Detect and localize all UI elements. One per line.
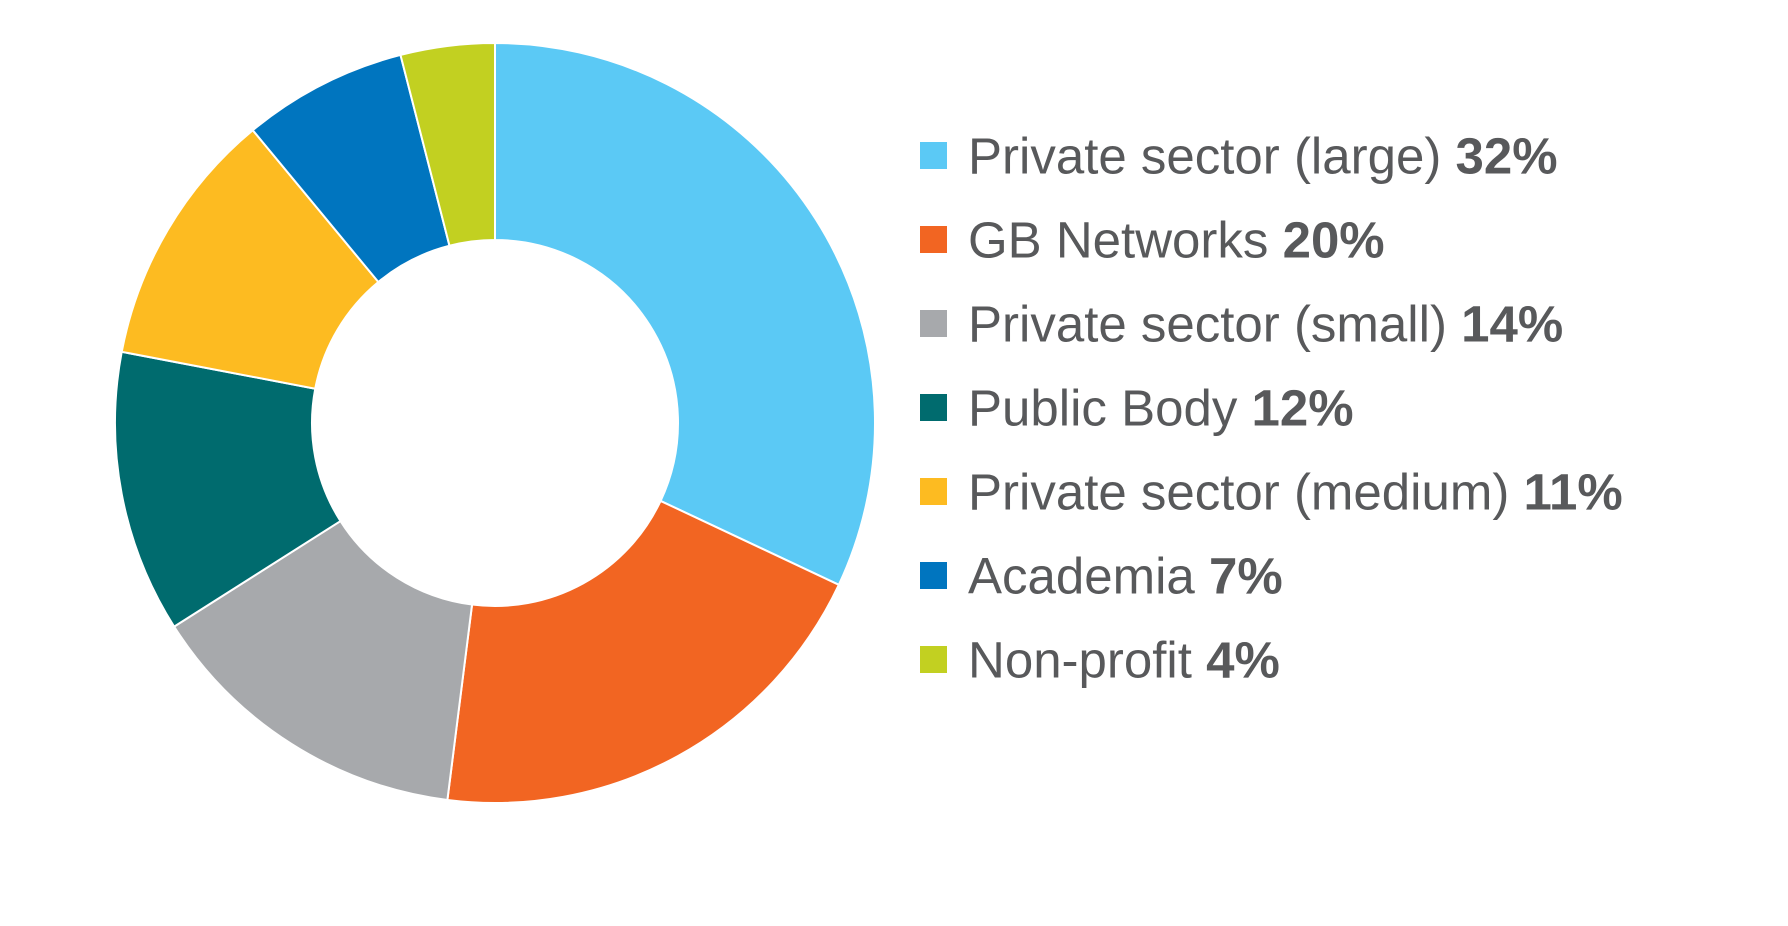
chart-legend: Private sector (large) 32% GB Networks 20… — [920, 127, 1623, 688]
legend-swatch — [920, 226, 947, 253]
slice-private-sector-small — [172, 519, 474, 802]
legend-value: 11% — [1523, 463, 1622, 520]
legend-value: 4% — [1206, 631, 1280, 688]
legend-category: Academia — [968, 547, 1209, 604]
legend-category: Non-profit — [968, 631, 1206, 688]
legend-swatch — [920, 562, 947, 589]
legend-label: Public Body 12% — [968, 379, 1354, 436]
legend-item-private-sector-medium: Private sector (medium) 11% — [920, 463, 1623, 520]
legend-swatch — [920, 478, 947, 505]
legend-value: 7% — [1209, 547, 1283, 604]
legend-item-private-sector-large: Private sector (large) 32% — [920, 127, 1558, 184]
slice-gb-networks — [446, 499, 841, 805]
legend-label: Academia 7% — [968, 547, 1283, 604]
legend-category: GB Networks — [968, 211, 1283, 268]
legend-value: 12% — [1252, 379, 1354, 436]
legend-label: Non-profit 4% — [968, 631, 1280, 688]
legend-label: Private sector (large) 32% — [968, 127, 1558, 184]
legend-value: 14% — [1461, 295, 1563, 352]
legend-category: Private sector (medium) — [968, 463, 1523, 520]
donut-slices — [114, 41, 876, 805]
legend-category: Private sector (large) — [968, 127, 1456, 184]
legend-item-public-body: Public Body 12% — [920, 379, 1354, 436]
legend-item-academia: Academia 7% — [920, 547, 1283, 604]
legend-value: 32% — [1456, 127, 1558, 184]
legend-swatch — [920, 142, 947, 169]
legend-label: Private sector (small) 14% — [968, 295, 1563, 352]
legend-swatch — [920, 310, 947, 337]
legend-item-non-profit: Non-profit 4% — [920, 631, 1280, 688]
legend-value: 20% — [1283, 211, 1385, 268]
legend-category: Public Body — [968, 379, 1252, 436]
legend-category: Private sector (small) — [968, 295, 1461, 352]
slice-non-profit — [399, 41, 496, 247]
slice-public-body — [114, 350, 342, 628]
legend-swatch — [920, 646, 947, 673]
slice-private-sector-large — [494, 41, 876, 587]
legend-swatch — [920, 394, 947, 421]
legend-item-private-sector-small: Private sector (small) 14% — [920, 295, 1563, 352]
legend-label: Private sector (medium) 11% — [968, 463, 1623, 520]
legend-label: GB Networks 20% — [968, 211, 1385, 268]
slice-private-sector-medium — [120, 128, 380, 390]
legend-item-gb-networks: GB Networks 20% — [920, 211, 1385, 268]
